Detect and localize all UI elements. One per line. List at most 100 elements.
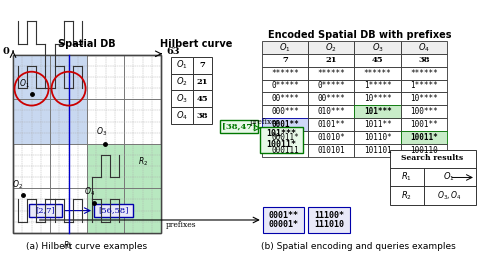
Bar: [263, 207, 304, 233]
Text: 10011*: 10011*: [410, 133, 438, 142]
Text: (a) Hilbert curve examples: (a) Hilbert curve examples: [26, 242, 147, 251]
Text: $O_1$: $O_1$: [176, 59, 188, 71]
Bar: [193, 107, 212, 124]
Bar: [193, 90, 212, 107]
Bar: [354, 144, 401, 157]
Bar: [354, 131, 401, 144]
Text: $O_1$: $O_1$: [279, 41, 291, 54]
Bar: [401, 105, 447, 118]
Text: 1011**: 1011**: [364, 120, 392, 129]
Text: 1*****: 1*****: [410, 81, 438, 90]
Text: Spatial DB: Spatial DB: [58, 39, 116, 49]
Text: 10****: 10****: [364, 94, 392, 103]
Bar: [13, 55, 161, 233]
Bar: [171, 90, 193, 107]
Bar: [262, 131, 308, 144]
Text: $O_4$: $O_4$: [176, 109, 188, 122]
Text: 10110*: 10110*: [364, 133, 392, 142]
Text: ******: ******: [271, 69, 299, 78]
Bar: [220, 120, 258, 133]
Bar: [354, 92, 401, 105]
Text: [2,7]: [2,7]: [36, 207, 55, 215]
Bar: [308, 207, 349, 233]
Text: $O_4$: $O_4$: [85, 186, 96, 198]
Text: 63: 63: [166, 47, 180, 56]
Bar: [260, 127, 303, 153]
Bar: [354, 67, 401, 80]
Text: 10011*: 10011*: [266, 140, 297, 149]
Bar: [401, 131, 447, 144]
Text: ******: ******: [364, 69, 392, 78]
Text: 100110: 100110: [410, 146, 438, 155]
Text: 00011*: 00011*: [271, 133, 299, 142]
Bar: [308, 41, 354, 54]
Text: $R_2$: $R_2$: [138, 155, 148, 168]
Text: 45: 45: [372, 56, 384, 64]
Text: $O_3,O_4$: $O_3,O_4$: [437, 189, 461, 201]
Text: Search results: Search results: [401, 154, 463, 162]
Text: 101101: 101101: [364, 146, 392, 155]
Text: 38: 38: [418, 56, 430, 64]
Bar: [262, 118, 308, 131]
Text: ******: ******: [317, 69, 345, 78]
Bar: [13, 55, 50, 144]
Text: $O_3$: $O_3$: [176, 93, 188, 105]
Text: $O_2$: $O_2$: [12, 178, 23, 191]
Text: Hilbert curve: Hilbert curve: [160, 39, 233, 49]
Text: 7: 7: [282, 56, 288, 64]
Text: [56,58]: [56,58]: [99, 207, 129, 215]
Text: prefixes: prefixes: [165, 221, 196, 229]
Bar: [262, 54, 308, 67]
Bar: [308, 105, 354, 118]
Bar: [262, 41, 308, 54]
Bar: [308, 118, 354, 131]
Bar: [401, 92, 447, 105]
Bar: [193, 57, 212, 73]
Bar: [308, 144, 354, 157]
Text: $O_1$: $O_1$: [19, 77, 30, 90]
Bar: [171, 57, 193, 73]
Bar: [171, 107, 193, 124]
Bar: [50, 55, 87, 144]
Bar: [401, 144, 447, 157]
Bar: [262, 80, 308, 92]
Bar: [13, 55, 161, 233]
Bar: [262, 105, 308, 118]
Text: 11100*: 11100*: [314, 210, 344, 220]
Bar: [29, 204, 62, 217]
Text: 101***: 101***: [266, 130, 297, 138]
Text: $O_1$: $O_1$: [444, 170, 455, 183]
Bar: [87, 144, 161, 233]
Text: Encoded Spatial DB with prefixes: Encoded Spatial DB with prefixes: [268, 30, 451, 40]
Bar: [262, 92, 308, 105]
Text: 0*****: 0*****: [271, 81, 299, 90]
Text: 0001**: 0001**: [268, 210, 298, 220]
Text: $O_2$: $O_2$: [176, 76, 188, 88]
Text: 00****: 00****: [271, 94, 299, 103]
Text: 10****: 10****: [410, 94, 438, 103]
Text: 0: 0: [2, 47, 9, 56]
Bar: [308, 92, 354, 105]
Text: (b) Spatial encoding and queries examples: (b) Spatial encoding and queries example…: [261, 242, 456, 251]
Text: 1*****: 1*****: [364, 81, 392, 90]
Text: 000111: 000111: [271, 146, 299, 155]
Text: 21: 21: [197, 78, 208, 86]
Text: 00001*: 00001*: [268, 220, 298, 229]
Bar: [354, 105, 401, 118]
Text: 01010*: 01010*: [317, 133, 345, 142]
Bar: [193, 73, 212, 90]
Bar: [354, 80, 401, 92]
Bar: [401, 54, 447, 67]
Bar: [390, 150, 476, 205]
Text: 0101**: 0101**: [317, 120, 345, 129]
Bar: [401, 80, 447, 92]
Bar: [354, 118, 401, 131]
Bar: [308, 131, 354, 144]
Text: ******: ******: [410, 69, 438, 78]
Text: 1001**: 1001**: [410, 120, 438, 129]
Text: 010***: 010***: [317, 107, 345, 116]
Text: $O_3$: $O_3$: [97, 125, 107, 138]
Text: 101***: 101***: [364, 107, 392, 116]
Text: $R_1$: $R_1$: [401, 170, 412, 183]
Text: 21: 21: [326, 56, 337, 64]
